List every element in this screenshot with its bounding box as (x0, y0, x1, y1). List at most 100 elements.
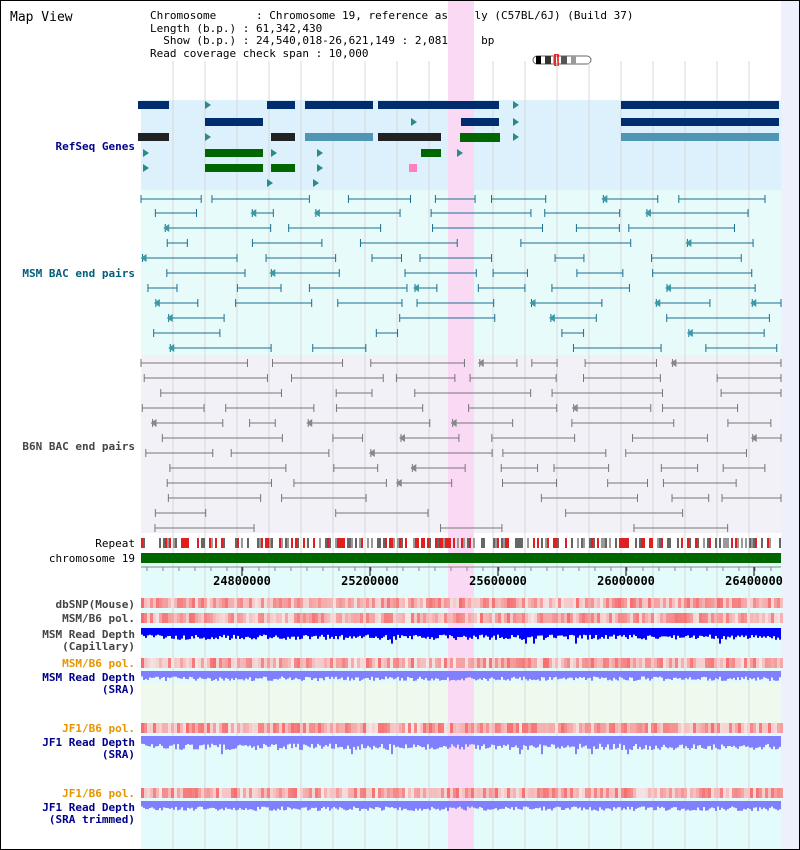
heat-cell (693, 613, 696, 623)
heat-cell (186, 598, 189, 608)
heat-cell (327, 598, 330, 608)
depth-bar (641, 801, 643, 807)
heat-cell (309, 788, 312, 798)
depth-bar (181, 628, 183, 639)
depth-bar (721, 671, 723, 681)
heat-cell (222, 723, 225, 733)
depth-bar (175, 671, 177, 677)
depth-bar (667, 628, 669, 637)
depth-bar (171, 671, 173, 678)
depth-bar (207, 628, 209, 639)
heat-cell (453, 788, 456, 798)
depth-bar (177, 736, 179, 745)
depth-bar (607, 671, 609, 681)
depth-bar (423, 801, 425, 809)
depth-bar (209, 801, 211, 809)
depth-bar (743, 671, 745, 679)
heat-cell (375, 613, 378, 623)
heat-cell (543, 723, 546, 733)
heat-cell (348, 613, 351, 623)
depth-bar (297, 671, 299, 680)
heat-cell (672, 788, 675, 798)
depth-bar (319, 801, 321, 811)
heat-cell (588, 658, 591, 668)
depth-bar (483, 628, 485, 638)
depth-bar (337, 736, 339, 748)
heat-cell (777, 723, 780, 733)
depth-bar (753, 628, 755, 638)
depth-bar (565, 736, 567, 748)
heat-cell (552, 788, 555, 798)
depth-bar (435, 801, 437, 810)
heat-cell (192, 613, 195, 623)
depth-bar (729, 671, 731, 679)
heat-cell (408, 658, 411, 668)
depth-bar (689, 628, 691, 638)
depth-bar (743, 736, 745, 746)
repeat-mark (583, 538, 585, 548)
depth-bar (481, 628, 483, 635)
depth-bar (747, 671, 749, 681)
heat-cell (168, 788, 171, 798)
depth-bar (575, 628, 577, 644)
depth-bar (409, 801, 411, 811)
bac-arrow (269, 269, 276, 277)
depth-bar (203, 628, 205, 638)
heat-cell (642, 788, 645, 798)
depth-bar (389, 801, 391, 808)
depth-bar (199, 736, 201, 746)
jf1-read-depth-sra-line2: (SRA) (101, 748, 135, 761)
heat-cell (222, 788, 225, 798)
depth-bar (693, 671, 695, 680)
repeat-mark (527, 538, 529, 548)
gene-exon (271, 164, 295, 172)
depth-bar (555, 736, 557, 749)
depth-bar (201, 671, 203, 679)
depth-bar (311, 671, 313, 680)
heat-cell (183, 723, 186, 733)
depth-bar (393, 736, 395, 745)
heat-cell (711, 598, 714, 608)
depth-bar (477, 628, 479, 640)
repeat-mark (581, 538, 583, 548)
depth-bar (145, 628, 147, 638)
heat-cell (603, 723, 606, 733)
repeat-mark (211, 538, 213, 548)
heat-cell (573, 788, 576, 798)
depth-bar (519, 628, 521, 639)
repeat-mark (349, 538, 351, 548)
depth-bar (487, 736, 489, 749)
heat-cell (510, 658, 513, 668)
heat-cell (771, 613, 774, 623)
depth-bar (581, 671, 583, 678)
depth-bar (615, 671, 617, 680)
depth-bar (659, 671, 661, 677)
depth-bar (183, 736, 185, 749)
depth-bar (507, 801, 509, 808)
depth-bar (393, 671, 395, 680)
heat-cell (585, 613, 588, 623)
depth-bar (447, 671, 449, 678)
heat-cell (225, 658, 228, 668)
depth-bar (237, 628, 239, 636)
heat-cell (153, 658, 156, 668)
depth-bar (273, 801, 275, 810)
depth-bar (271, 736, 273, 745)
depth-bar (449, 801, 451, 808)
heat-cell (357, 788, 360, 798)
depth-bar (191, 801, 193, 808)
depth-bar (629, 736, 631, 750)
heat-cell (438, 723, 441, 733)
depth-bar (313, 801, 315, 809)
heat-cell (732, 613, 735, 623)
depth-bar (211, 736, 213, 744)
depth-bar (623, 801, 625, 809)
depth-bar (501, 628, 503, 638)
repeat-mark (643, 538, 645, 548)
repeat-mark (571, 538, 573, 548)
heat-cell (141, 723, 144, 733)
depth-bar (163, 801, 165, 808)
depth-bar (653, 671, 655, 677)
chromosome-ideogram[interactable] (531, 54, 593, 66)
